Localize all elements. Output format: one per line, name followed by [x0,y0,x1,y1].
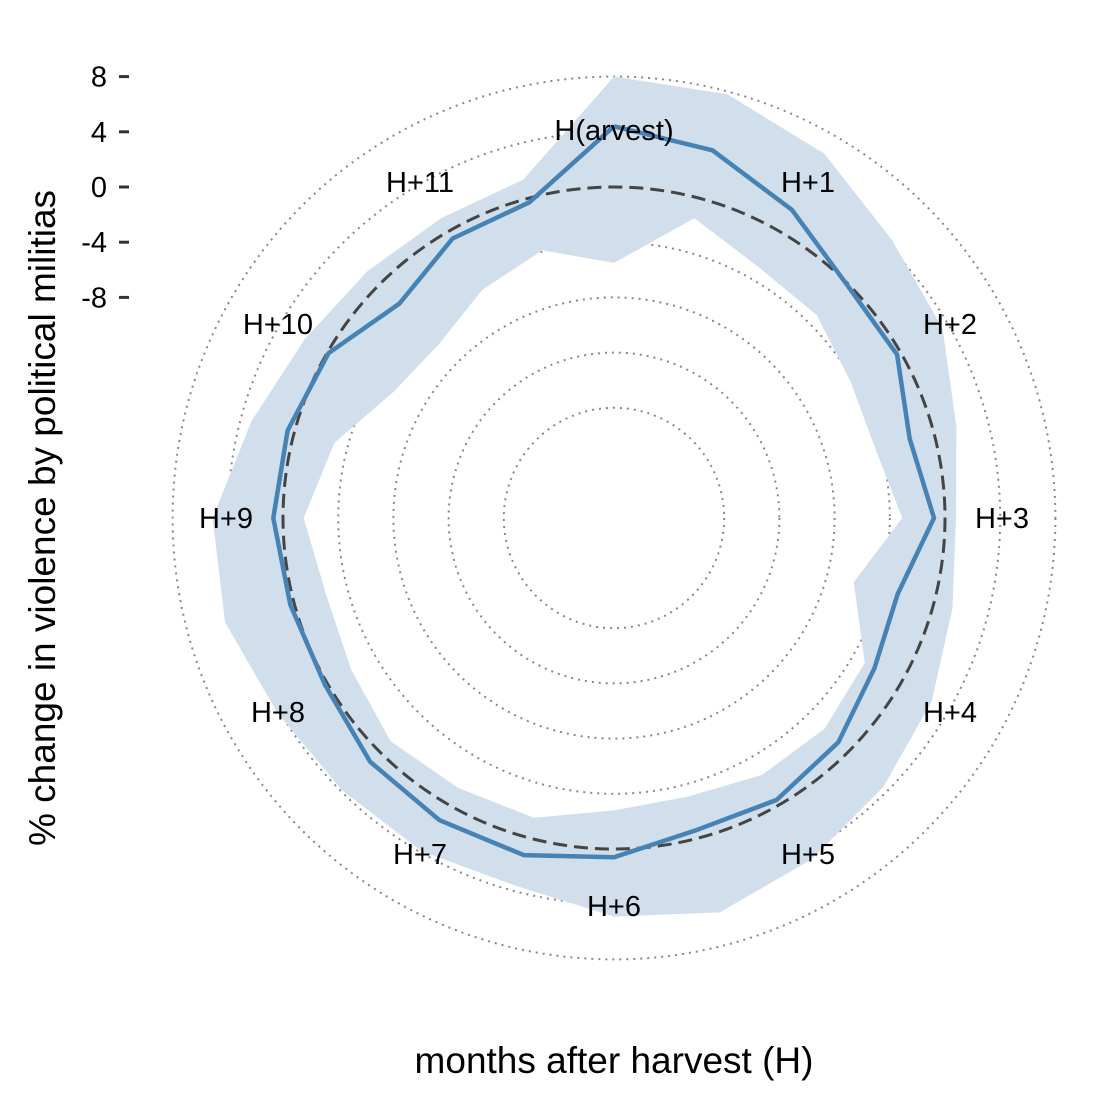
confidence-band-layer [212,76,957,917]
month-tick-label: H+3 [975,503,1029,535]
month-tick-label: H+2 [923,309,977,341]
month-tick-label: H+4 [923,697,977,729]
month-tick-label: H+9 [199,503,253,535]
month-tick-label: H+1 [781,167,835,199]
month-tick-label: H+8 [251,697,305,729]
month-tick-label: H+11 [386,167,454,199]
x-axis-title: months after harvest (H) [415,1040,814,1081]
radial-tick-labels: -8 -4 0 4 8 [81,62,129,314]
month-tick-label: H+10 [243,309,313,341]
grid-circle [502,406,726,630]
estimate-line [271,124,937,860]
month-tick-label: H+7 [393,839,447,871]
month-tick-label: H+5 [781,839,835,871]
radial-tick-label: 4 [91,117,107,149]
confidence-band [212,76,957,917]
grid-circle [337,241,891,795]
month-tick-labels: H(arvest) H+1 H+2 H+3 H+4 H+5 H+6 H+7 H+8 H+9 H+10… [199,115,1029,923]
zero-reference-layer [281,185,947,851]
radial-tick-label: -4 [81,227,107,259]
zero-reference-circle [281,185,947,851]
grid-circle [392,296,836,740]
month-tick-label: H(arvest) [554,115,673,147]
radial-tick-label: 0 [91,172,107,204]
radial-tick-label: 8 [91,62,107,94]
radial-tick-label: -8 [81,282,107,314]
y-axis-title: % change in violence by political militi… [22,190,63,846]
month-tick-label: H+6 [587,891,641,923]
estimate-line-layer [271,124,937,860]
grid-circle [447,351,781,685]
